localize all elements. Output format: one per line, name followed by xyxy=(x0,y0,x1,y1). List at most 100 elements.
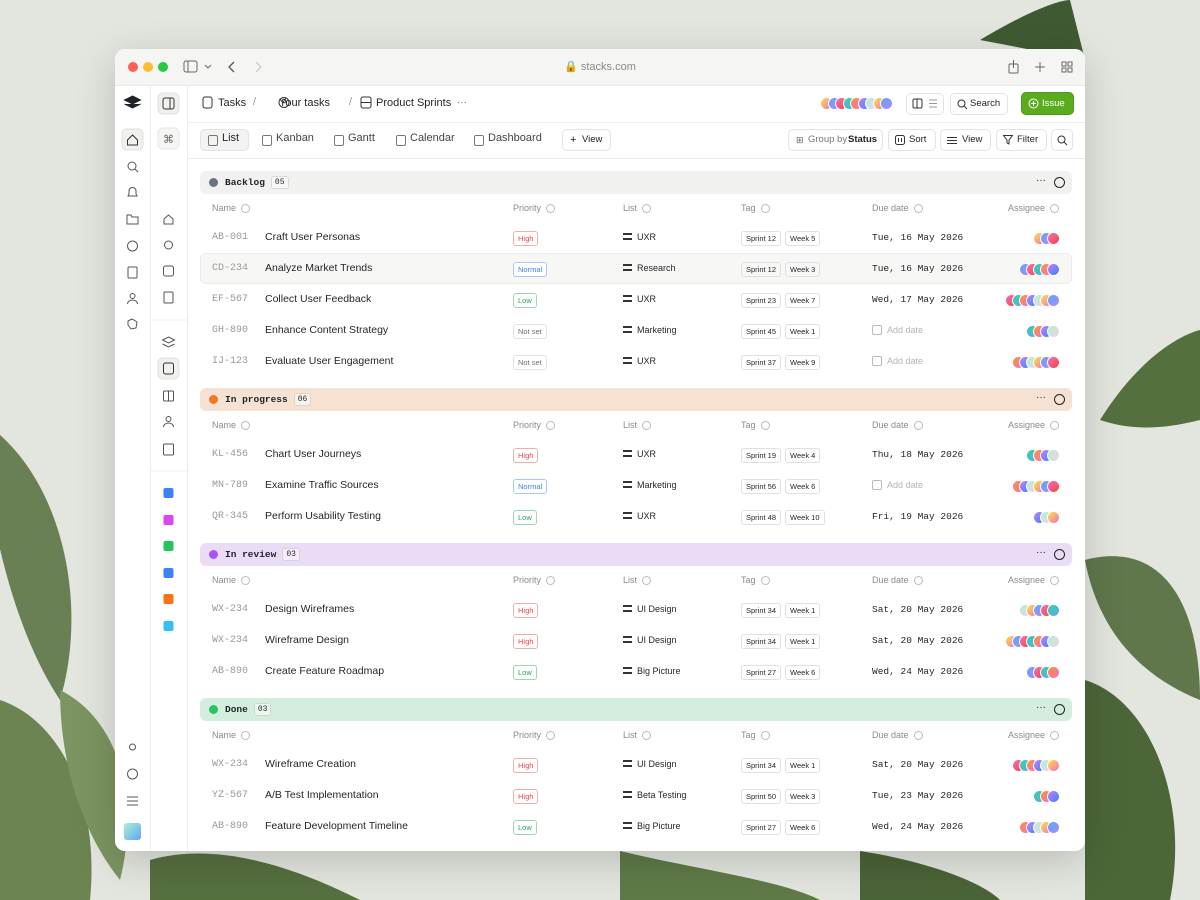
column-header[interactable]: Priority xyxy=(513,420,542,430)
tag[interactable]: Week 1 xyxy=(785,324,821,339)
priority-badge[interactable]: Normal xyxy=(513,479,548,494)
priority-badge[interactable]: Normal xyxy=(513,262,548,277)
tag[interactable]: Week 6 xyxy=(785,820,821,835)
tag[interactable]: Week 7 xyxy=(785,293,821,308)
tag[interactable]: Sprint 50 xyxy=(741,789,782,804)
column-header[interactable]: Assignee xyxy=(1007,420,1045,430)
tag[interactable]: Week 3 xyxy=(785,789,821,804)
column-header[interactable]: Due date xyxy=(872,575,909,585)
breadcrumb[interactable]: Product Sprints xyxy=(376,97,452,109)
tag[interactable]: Sprint 19 xyxy=(741,448,782,463)
address-bar[interactable]: 🔒 stacks.com xyxy=(564,61,636,73)
priority-badge[interactable]: Low xyxy=(513,510,537,525)
due-placeholder[interactable]: Add date xyxy=(887,356,924,366)
priority-badge[interactable]: High xyxy=(513,231,539,246)
more-button[interactable]: ··· xyxy=(1036,392,1046,403)
priority-badge[interactable]: High xyxy=(513,603,539,618)
sort-button[interactable]: Sort xyxy=(888,129,936,151)
task-row[interactable]: YZ-567 A/B Test Implementation High Beta Te… xyxy=(200,780,1072,811)
group-header[interactable]: In review 03 ··· xyxy=(200,543,1072,566)
add-button[interactable] xyxy=(1054,177,1065,188)
issue-button[interactable]: Issue xyxy=(1021,92,1074,115)
column-header[interactable]: Name xyxy=(212,203,237,213)
zoom-button[interactable] xyxy=(158,62,168,72)
collaborators[interactable] xyxy=(820,97,900,111)
tag[interactable]: Week 1 xyxy=(785,758,821,773)
task-name[interactable]: Wireframe Design xyxy=(265,634,350,646)
group-header[interactable]: Done 03 ··· xyxy=(200,698,1072,721)
tag[interactable]: Week 5 xyxy=(785,231,821,246)
tag[interactable]: Week 1 xyxy=(785,634,821,649)
search-icon-button[interactable] xyxy=(1051,129,1073,151)
column-header[interactable]: Due date xyxy=(872,420,909,430)
column-header[interactable]: Name xyxy=(212,420,237,430)
tag[interactable]: Sprint 48 xyxy=(741,510,782,525)
task-name[interactable]: Enhance Content Strategy xyxy=(265,324,389,336)
task-row[interactable]: EF-567 Collect User Feedback Low UXR Sprint … xyxy=(200,284,1072,315)
tag[interactable]: Week 4 xyxy=(785,448,821,463)
column-header[interactable]: Tag xyxy=(741,420,756,430)
due-placeholder[interactable]: Add date xyxy=(887,480,924,490)
column-header[interactable]: Name xyxy=(212,730,237,740)
tag[interactable]: Week 9 xyxy=(785,355,821,370)
column-header[interactable]: List xyxy=(623,203,638,213)
column-header[interactable]: Priority xyxy=(513,730,542,740)
priority-badge[interactable]: High xyxy=(513,789,539,804)
column-header[interactable]: Due date xyxy=(872,203,909,213)
close-button[interactable] xyxy=(128,62,138,72)
column-header[interactable]: Tag xyxy=(741,730,756,740)
task-name[interactable]: Examine Traffic Sources xyxy=(265,479,379,491)
tag[interactable]: Week 10 xyxy=(785,510,825,525)
task-row[interactable]: WX-234 Design Wireframes High UI Design Spri… xyxy=(200,594,1072,625)
task-name[interactable]: Wireframe Creation xyxy=(265,758,357,770)
group-by-button[interactable]: ⊞ Group by Status xyxy=(788,129,883,151)
tag[interactable]: Sprint 12 xyxy=(741,231,782,246)
priority-badge[interactable]: High xyxy=(513,758,539,773)
column-header[interactable]: Priority xyxy=(513,575,542,585)
priority-badge[interactable]: High xyxy=(513,448,539,463)
task-row[interactable]: WX-234 Wireframe Creation High UI Design Spr… xyxy=(200,749,1072,780)
tag[interactable]: Sprint 45 xyxy=(741,324,782,339)
task-name[interactable]: Perform Usability Testing xyxy=(265,510,381,522)
task-row[interactable]: AB-001 Craft User Personas High UXR Sprint 1… xyxy=(200,222,1072,253)
tag[interactable]: Sprint 56 xyxy=(741,479,782,494)
view-tab[interactable]: Kanban xyxy=(276,132,314,144)
tag[interactable]: Week 1 xyxy=(785,603,821,618)
group-header[interactable]: Backlog 05 ··· xyxy=(200,171,1072,194)
priority-badge[interactable]: High xyxy=(513,634,539,649)
priority-badge[interactable]: Not set xyxy=(513,324,547,339)
filter-button[interactable]: Filter xyxy=(996,129,1047,151)
column-header[interactable]: Assignee xyxy=(1007,730,1045,740)
tag[interactable]: Week 6 xyxy=(785,665,821,680)
search-button[interactable]: Search xyxy=(950,93,1008,115)
task-name[interactable]: Analyze Market Trends xyxy=(265,262,373,274)
task-name[interactable]: A/B Test Implementation xyxy=(265,789,379,801)
priority-badge[interactable]: Low xyxy=(513,665,537,680)
task-row[interactable]: GH-890 Enhance Content Strategy Not set Mar… xyxy=(200,315,1072,346)
column-header[interactable]: Priority xyxy=(513,203,542,213)
task-name[interactable]: Chart User Journeys xyxy=(265,448,362,460)
layout-toggle[interactable] xyxy=(906,93,944,115)
task-name[interactable]: Feature Development Timeline xyxy=(265,820,408,832)
view-tab[interactable]: Calendar xyxy=(410,132,455,144)
add-view-button[interactable]: + View xyxy=(562,129,611,151)
minimize-button[interactable] xyxy=(143,62,153,72)
tag[interactable]: Sprint 34 xyxy=(741,603,782,618)
column-header[interactable]: Assignee xyxy=(1007,575,1045,585)
breadcrumb[interactable]: Your tasks xyxy=(279,97,330,109)
column-header[interactable]: List xyxy=(623,420,638,430)
tag[interactable]: Week 6 xyxy=(785,479,821,494)
task-name[interactable]: Craft User Personas xyxy=(265,231,361,243)
column-header[interactable]: Tag xyxy=(741,575,756,585)
more-button[interactable]: ··· xyxy=(1036,547,1046,558)
task-row[interactable]: CD-234 Analyze Market Trends Normal Researc… xyxy=(200,253,1072,284)
tag[interactable]: Week 3 xyxy=(785,262,821,277)
view-tab[interactable]: Dashboard xyxy=(488,132,542,144)
group-header[interactable]: In progress 06 ··· xyxy=(200,388,1072,411)
priority-badge[interactable]: Low xyxy=(513,820,537,835)
task-row[interactable]: WX-234 Wireframe Design High UI Design Sprin… xyxy=(200,625,1072,656)
task-row[interactable]: AB-890 Feature Development Timeline Low Big… xyxy=(200,811,1072,842)
task-row[interactable]: QR-345 Perform Usability Testing Low UXR Spr… xyxy=(200,501,1072,532)
task-name[interactable]: Evaluate User Engagement xyxy=(265,355,394,367)
view-button[interactable]: View xyxy=(940,129,991,151)
